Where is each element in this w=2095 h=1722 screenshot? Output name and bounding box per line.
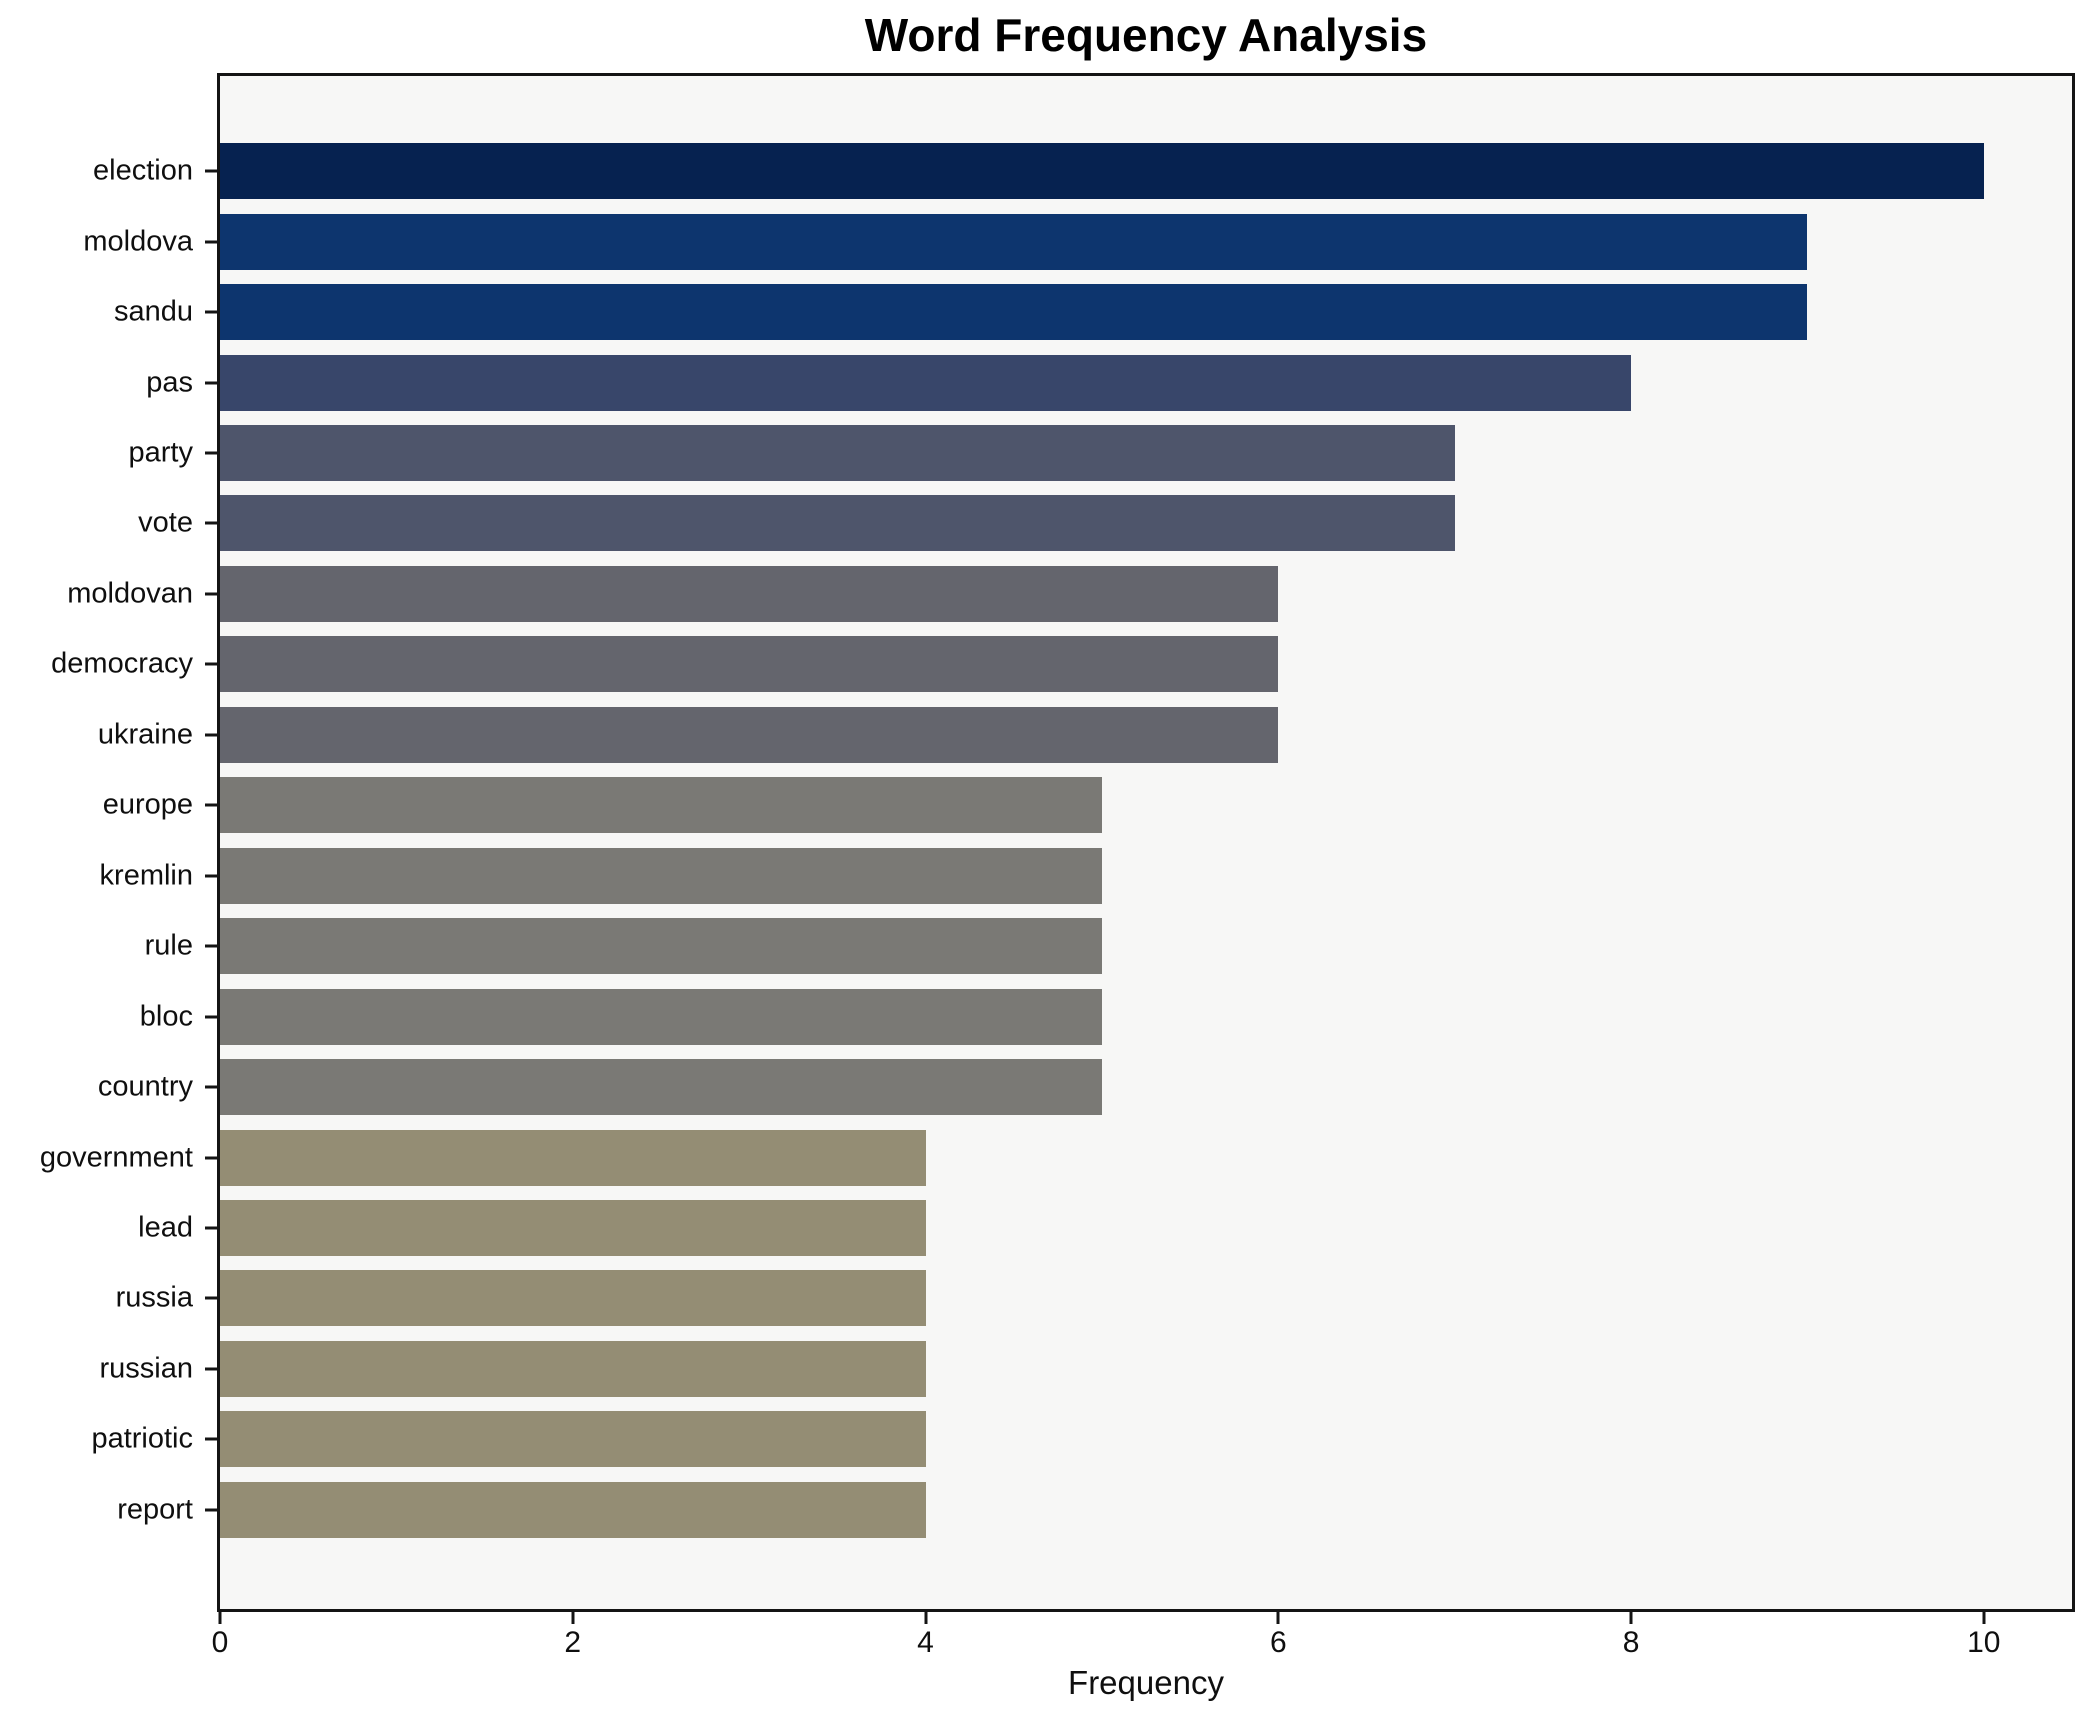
- bar-party: [220, 425, 1455, 482]
- bar-russia: [220, 1270, 926, 1327]
- bar-row: vote: [138, 488, 2072, 558]
- y-tick: [205, 1508, 217, 1512]
- x-tick: [1276, 1612, 1280, 1624]
- y-tick: [205, 1085, 217, 1089]
- bar-row: sandu: [114, 277, 2072, 347]
- bar-europe: [220, 777, 1102, 834]
- bar-rows: election moldova sandu pas party vote moldovan…: [40, 76, 2072, 1609]
- bar-row: kremlin: [100, 841, 2072, 911]
- y-tick-label-ukraine: ukraine: [97, 718, 193, 751]
- y-tick: [205, 451, 217, 455]
- y-tick-label-report: report: [117, 1493, 193, 1526]
- y-tick-label-rule: rule: [144, 929, 193, 962]
- y-tick-label-election: election: [93, 154, 193, 187]
- y-tick-label-sandu: sandu: [113, 295, 193, 328]
- y-tick: [205, 310, 217, 314]
- x-tick-label-6: 6: [1269, 1626, 1287, 1659]
- y-tick: [205, 1437, 217, 1441]
- y-tick: [205, 1226, 217, 1230]
- y-tick-label-party: party: [128, 436, 193, 469]
- bar-row: ukraine: [98, 700, 2072, 770]
- y-tick-label-democracy: democracy: [51, 647, 193, 680]
- y-tick: [205, 874, 217, 878]
- bar-kremlin: [220, 847, 1102, 904]
- bar-country: [220, 1059, 1102, 1116]
- y-tick: [205, 240, 217, 244]
- y-tick-label-russia: russia: [115, 1281, 193, 1314]
- bar-rule: [220, 918, 1102, 975]
- x-tick-label-2: 2: [564, 1626, 582, 1659]
- y-tick-label-vote: vote: [138, 506, 193, 539]
- y-tick-label-bloc: bloc: [139, 1000, 193, 1033]
- bar-moldovan: [220, 565, 1279, 622]
- x-tick: [571, 1612, 575, 1624]
- y-tick: [205, 733, 217, 737]
- bar-patriotic: [220, 1411, 926, 1468]
- x-tick: [218, 1612, 222, 1624]
- y-tick: [205, 1367, 217, 1371]
- x-tick: [1982, 1612, 1986, 1624]
- bar-row: party: [129, 418, 2072, 488]
- x-axis-label: Frequency: [1068, 1664, 1224, 1701]
- y-tick: [205, 1296, 217, 1300]
- x-tick: [1629, 1612, 1633, 1624]
- bar-report: [220, 1481, 926, 1538]
- y-tick-label-country: country: [97, 1070, 193, 1103]
- y-tick: [205, 521, 217, 525]
- bar-democracy: [220, 636, 1279, 693]
- y-tick-label-government: government: [39, 1141, 193, 1174]
- y-tick: [205, 1015, 217, 1019]
- y-tick-label-europe: europe: [102, 788, 193, 821]
- y-tick: [205, 803, 217, 807]
- bar-row: moldova: [83, 206, 2072, 276]
- y-tick: [205, 662, 217, 666]
- bar-row: government: [40, 1122, 2072, 1192]
- chart-title: Word Frequency Analysis: [864, 9, 1428, 61]
- y-tick-label-kremlin: kremlin: [99, 859, 193, 892]
- bar-election: [220, 143, 1984, 200]
- bar-ukraine: [220, 706, 1279, 763]
- x-tick-label-10: 10: [1967, 1626, 2001, 1659]
- y-tick: [205, 592, 217, 596]
- bar-moldova: [220, 213, 1808, 270]
- bar-lead: [220, 1200, 926, 1257]
- bar-sandu: [220, 284, 1808, 341]
- plot-area: election moldova sandu pas party vote moldovan…: [40, 73, 2075, 1658]
- y-tick-label-patriotic: patriotic: [91, 1422, 193, 1455]
- bar-row: pas: [146, 347, 2072, 417]
- bar-vote: [220, 495, 1455, 552]
- bar-row: patriotic: [91, 1404, 2072, 1474]
- bar-government: [220, 1129, 926, 1186]
- bar-row: report: [117, 1475, 2072, 1545]
- bar-pas: [220, 354, 1632, 411]
- y-tick: [205, 944, 217, 948]
- bar-row: russian: [100, 1334, 2072, 1404]
- y-tick-label-moldova: moldova: [83, 225, 193, 258]
- bar-row: country: [98, 1052, 2072, 1122]
- y-tick-label-russian: russian: [99, 1352, 194, 1385]
- x-tick-label-8: 8: [1622, 1626, 1640, 1659]
- bar-row: moldovan: [67, 559, 2072, 629]
- bar-row: europe: [103, 770, 2072, 840]
- bar-row: rule: [145, 911, 2072, 981]
- bar-row: russia: [116, 1263, 2072, 1333]
- x-tick-label-0: 0: [211, 1626, 229, 1659]
- x-tick-label-4: 4: [917, 1626, 934, 1659]
- bar-row: lead: [138, 1193, 2072, 1263]
- bar-row: election: [93, 136, 2072, 206]
- bar-row: democracy: [51, 629, 2072, 699]
- bar-russian: [220, 1340, 926, 1397]
- y-tick-label-moldovan: moldovan: [67, 577, 193, 610]
- y-tick: [205, 381, 217, 385]
- y-tick: [205, 1156, 217, 1160]
- bar-row: bloc: [140, 981, 2072, 1051]
- y-tick-label-pas: pas: [146, 366, 193, 399]
- x-tick: [924, 1612, 928, 1624]
- y-tick-label-lead: lead: [138, 1211, 193, 1244]
- y-tick: [205, 169, 217, 173]
- bar-bloc: [220, 988, 1102, 1045]
